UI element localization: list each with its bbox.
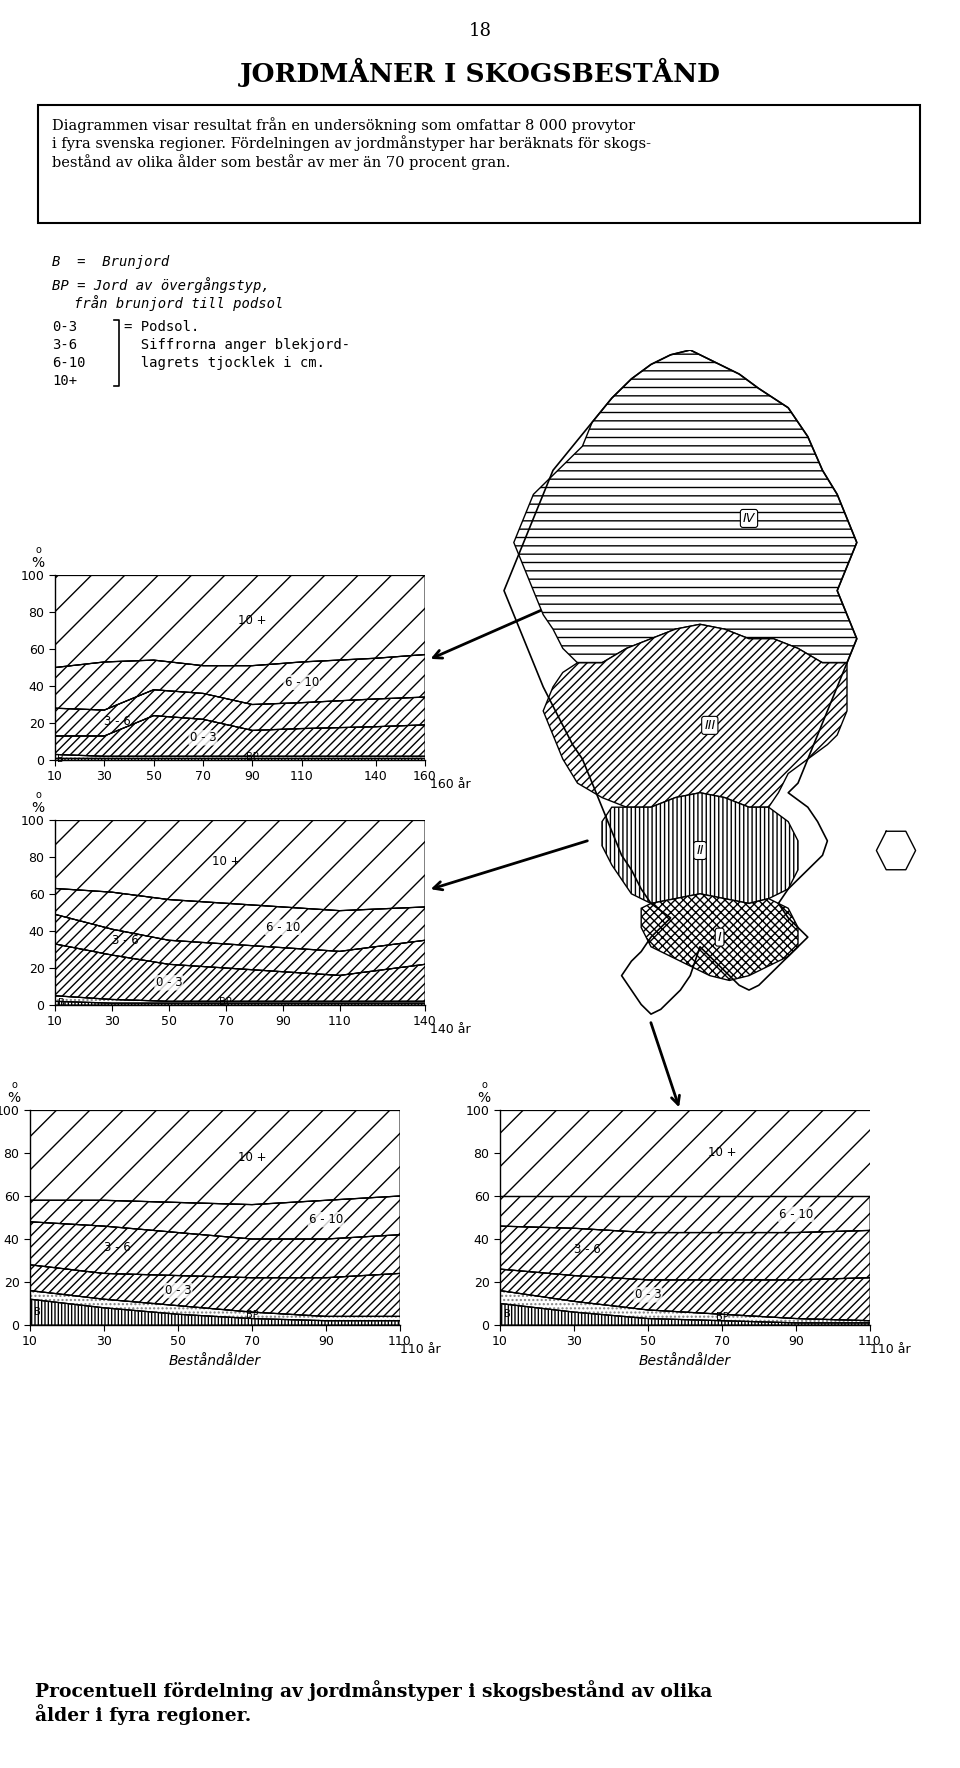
- Text: B: B: [504, 1310, 511, 1319]
- Text: 0 - 3: 0 - 3: [635, 1289, 661, 1301]
- Text: BP: BP: [220, 997, 232, 1008]
- Text: 6 - 10: 6 - 10: [779, 1208, 813, 1220]
- Text: 0-3: 0-3: [52, 320, 77, 334]
- Text: 140 år: 140 år: [430, 1024, 470, 1036]
- Text: II: II: [696, 843, 704, 857]
- X-axis label: Beståndålder: Beståndålder: [639, 1354, 732, 1368]
- Text: 10 +: 10 +: [211, 856, 240, 868]
- Text: B: B: [58, 755, 64, 764]
- Text: 110 år: 110 år: [400, 1344, 441, 1356]
- Text: 3 - 6: 3 - 6: [574, 1243, 601, 1257]
- Text: o: o: [36, 790, 41, 799]
- Text: %: %: [8, 1091, 20, 1105]
- Text: 10 +: 10 +: [238, 613, 267, 628]
- Text: BP = Jord av övergångstyp,: BP = Jord av övergångstyp,: [52, 278, 270, 293]
- Text: Diagrammen visar resultat från en undersökning som omfattar 8 000 provytor
i fyr: Diagrammen visar resultat från en unders…: [52, 117, 651, 170]
- Text: o: o: [481, 1080, 487, 1091]
- Text: o: o: [12, 1080, 17, 1091]
- Text: BP: BP: [246, 751, 258, 762]
- Text: 3 - 6: 3 - 6: [104, 1241, 131, 1254]
- Text: 6 - 10: 6 - 10: [309, 1213, 343, 1227]
- Text: = Podsol.: = Podsol.: [124, 320, 200, 334]
- Text: 10 +: 10 +: [238, 1151, 266, 1163]
- Polygon shape: [602, 792, 798, 903]
- Text: III: III: [705, 720, 715, 732]
- Bar: [38, 104, 920, 223]
- Text: B: B: [34, 1307, 40, 1317]
- Polygon shape: [543, 624, 847, 808]
- Text: 6 - 10: 6 - 10: [284, 675, 319, 690]
- Text: BP: BP: [246, 1310, 258, 1321]
- Text: B: B: [58, 999, 64, 1008]
- Text: lagrets tjocklek i cm.: lagrets tjocklek i cm.: [124, 355, 325, 370]
- Text: o: o: [36, 545, 41, 555]
- Text: %: %: [477, 1091, 491, 1105]
- X-axis label: Beståndålder: Beståndålder: [169, 1354, 261, 1368]
- Text: %: %: [32, 555, 44, 569]
- Text: BP: BP: [715, 1312, 729, 1322]
- Text: IV: IV: [743, 513, 756, 525]
- Text: 3 - 6: 3 - 6: [105, 714, 132, 728]
- Polygon shape: [514, 350, 856, 663]
- Text: 10+: 10+: [52, 375, 77, 387]
- Text: %: %: [32, 801, 44, 815]
- Text: 3 - 6: 3 - 6: [112, 934, 138, 946]
- Text: från brunjord till podsol: från brunjord till podsol: [74, 295, 283, 311]
- Text: I: I: [718, 930, 722, 944]
- Text: 0 - 3: 0 - 3: [165, 1284, 191, 1298]
- Text: 18: 18: [468, 21, 492, 41]
- Text: 3-6: 3-6: [52, 338, 77, 352]
- Text: 10 +: 10 +: [708, 1146, 736, 1160]
- Text: 6 - 10: 6 - 10: [266, 921, 300, 934]
- Text: Siffrorna anger blekjord-: Siffrorna anger blekjord-: [124, 338, 350, 352]
- Text: 0 - 3: 0 - 3: [156, 976, 182, 990]
- Text: B  =  Brunjord: B = Brunjord: [52, 255, 169, 269]
- Text: 6-10: 6-10: [52, 355, 85, 370]
- Text: 160 år: 160 år: [430, 778, 470, 790]
- Text: 110 år: 110 år: [870, 1344, 911, 1356]
- Text: 0 - 3: 0 - 3: [190, 732, 216, 744]
- Text: JORDMÅNER I SKOGSBESTÅND: JORDMÅNER I SKOGSBESTÅND: [239, 58, 721, 87]
- Polygon shape: [641, 895, 798, 981]
- Text: Procentuell fördelning av jordmånstyper i skogsbestånd av olika
ålder i fyra reg: Procentuell fördelning av jordmånstyper …: [35, 1680, 712, 1726]
